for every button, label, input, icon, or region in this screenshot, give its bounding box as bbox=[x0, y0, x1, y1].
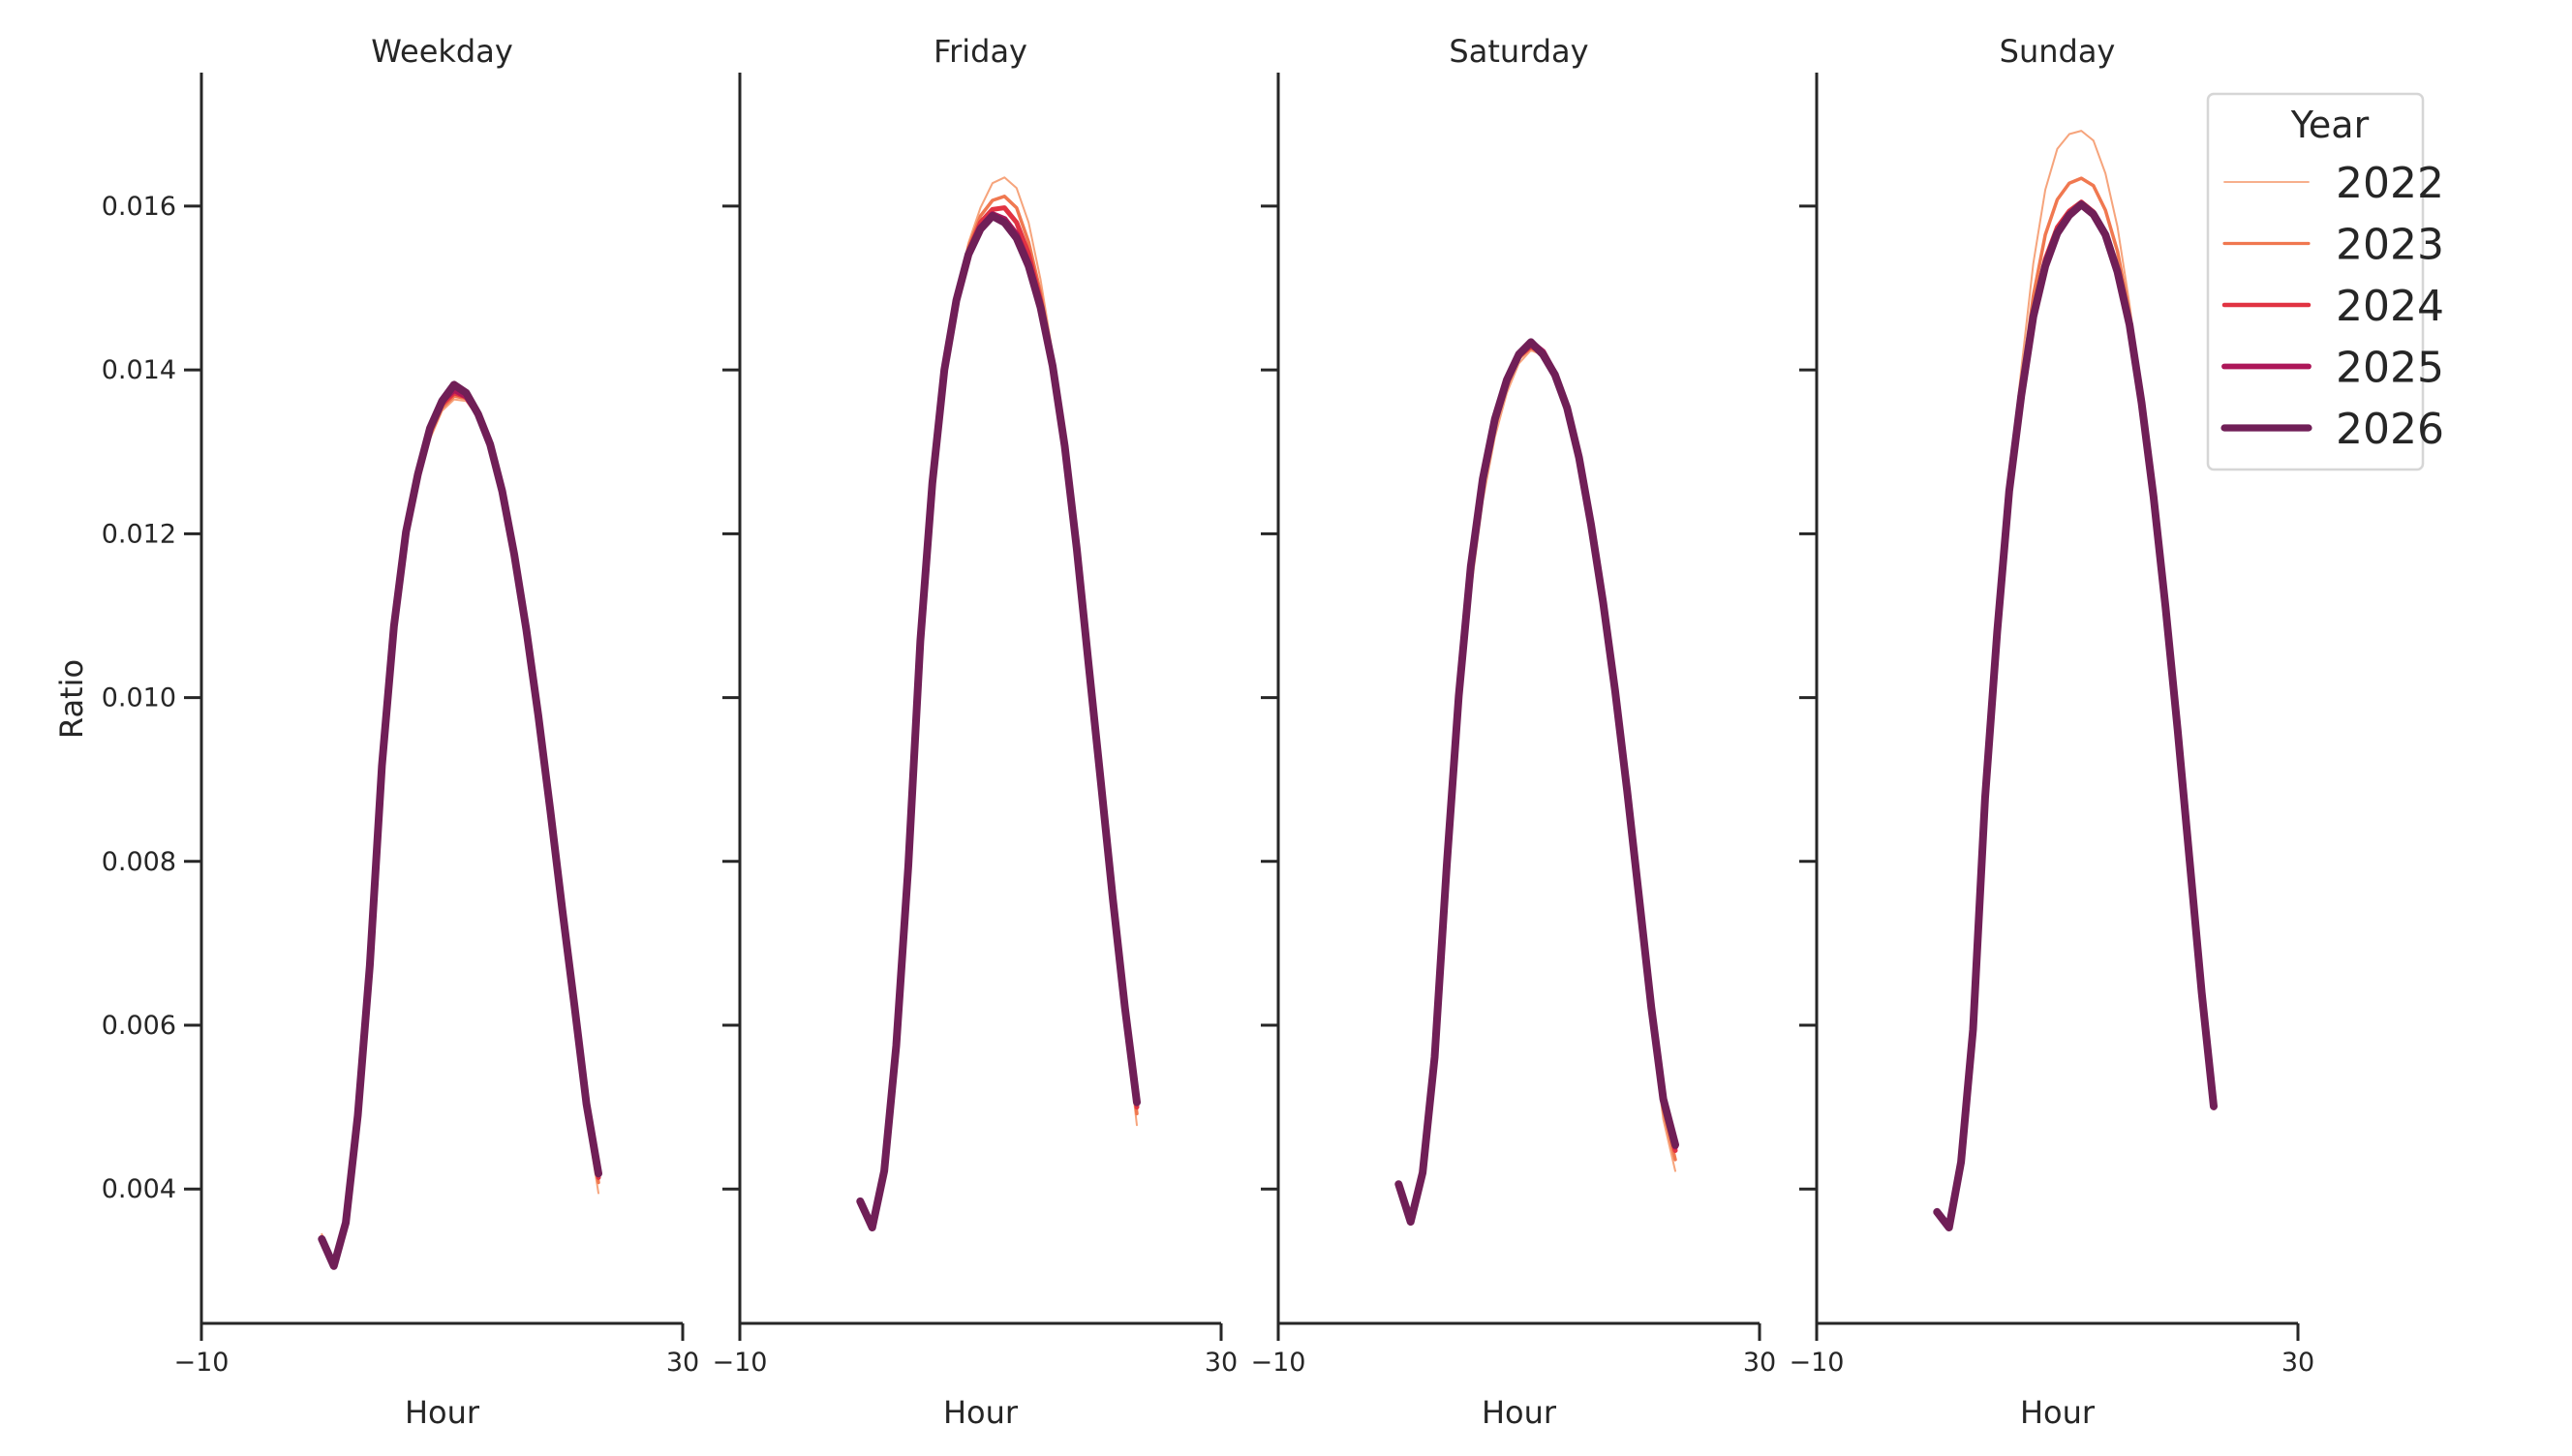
x-axis-label: Hour bbox=[943, 1394, 1019, 1431]
legend-item-2025: 2025 bbox=[2221, 344, 2444, 393]
legend-frame bbox=[2206, 92, 2425, 471]
x-tick-label: −10 bbox=[174, 1348, 230, 1378]
legend: Year 2022 2023 2024 2025 2026 bbox=[2206, 92, 2444, 471]
panel-title: Weekday bbox=[371, 33, 513, 70]
legend-label: 2022 bbox=[2336, 159, 2444, 208]
legend-label: 2025 bbox=[2336, 344, 2444, 393]
legend-item-2023: 2023 bbox=[2222, 221, 2444, 270]
x-axis-label: Hour bbox=[405, 1394, 480, 1431]
panel-friday: Friday −10 30 Hour bbox=[713, 33, 1239, 1431]
x-tick-label: −10 bbox=[713, 1348, 768, 1378]
series-line-2022 bbox=[1397, 349, 1676, 1225]
y-tick-label: 0.014 bbox=[102, 355, 176, 385]
series-line-2025 bbox=[1934, 200, 2218, 1231]
panel-title: Sunday bbox=[2000, 33, 2116, 70]
x-axis-label: Hour bbox=[2020, 1394, 2096, 1431]
panels: Weekday 0.004 0.006 0.008 0.010 0.012 0.014 0.0… bbox=[102, 33, 2314, 1431]
panel-sunday: Sunday −10 30 Hour bbox=[1790, 33, 2315, 1431]
series-line-2026 bbox=[1933, 200, 2218, 1231]
series-line-2022 bbox=[321, 398, 599, 1266]
legend-label: 2024 bbox=[2336, 282, 2444, 331]
y-tick-label: 0.008 bbox=[102, 847, 176, 877]
panel-saturday: Saturday −10 30 Hour bbox=[1251, 33, 1777, 1431]
x-tick-label: 30 bbox=[1205, 1348, 1238, 1378]
legend-label: 2023 bbox=[2336, 221, 2444, 270]
legend-label: 2026 bbox=[2336, 405, 2444, 454]
series-line-2023 bbox=[320, 394, 600, 1267]
series-line-2026 bbox=[856, 212, 1141, 1231]
series-line-2024 bbox=[319, 390, 601, 1269]
x-tick-label: 30 bbox=[2281, 1348, 2314, 1378]
series-line-2024 bbox=[1395, 344, 1678, 1225]
panel-title: Saturday bbox=[1449, 33, 1588, 70]
series-line-2024 bbox=[1934, 199, 2217, 1231]
series-line-2026 bbox=[1394, 338, 1679, 1227]
panel-title: Friday bbox=[934, 33, 1027, 70]
y-tick-label: 0.012 bbox=[102, 519, 176, 549]
x-tick-label: −10 bbox=[1790, 1348, 1845, 1378]
series-line-2026 bbox=[318, 380, 602, 1270]
legend-item-2022: 2022 bbox=[2223, 159, 2444, 208]
panel-weekday: Weekday 0.004 0.006 0.008 0.010 0.012 0.014 0.0… bbox=[102, 33, 699, 1431]
legend-title: Year bbox=[2290, 104, 2370, 146]
series-line-2025 bbox=[319, 386, 602, 1270]
x-tick-label: −10 bbox=[1251, 1348, 1306, 1378]
y-axis-label: Ratio bbox=[53, 659, 90, 739]
y-tick-label: 0.004 bbox=[102, 1174, 176, 1204]
x-tick-label: 30 bbox=[1743, 1348, 1776, 1378]
legend-item-2024: 2024 bbox=[2221, 282, 2444, 331]
series-line-2023 bbox=[1396, 346, 1677, 1225]
y-tick-label: 0.006 bbox=[102, 1011, 176, 1041]
x-tick-label: 30 bbox=[666, 1348, 699, 1378]
y-tick-label: 0.010 bbox=[102, 683, 176, 713]
x-axis-label: Hour bbox=[1482, 1394, 1557, 1431]
y-tick-label: 0.016 bbox=[102, 192, 176, 222]
legend-item-2026: 2026 bbox=[2220, 405, 2444, 454]
series-line-2025 bbox=[1395, 339, 1679, 1226]
